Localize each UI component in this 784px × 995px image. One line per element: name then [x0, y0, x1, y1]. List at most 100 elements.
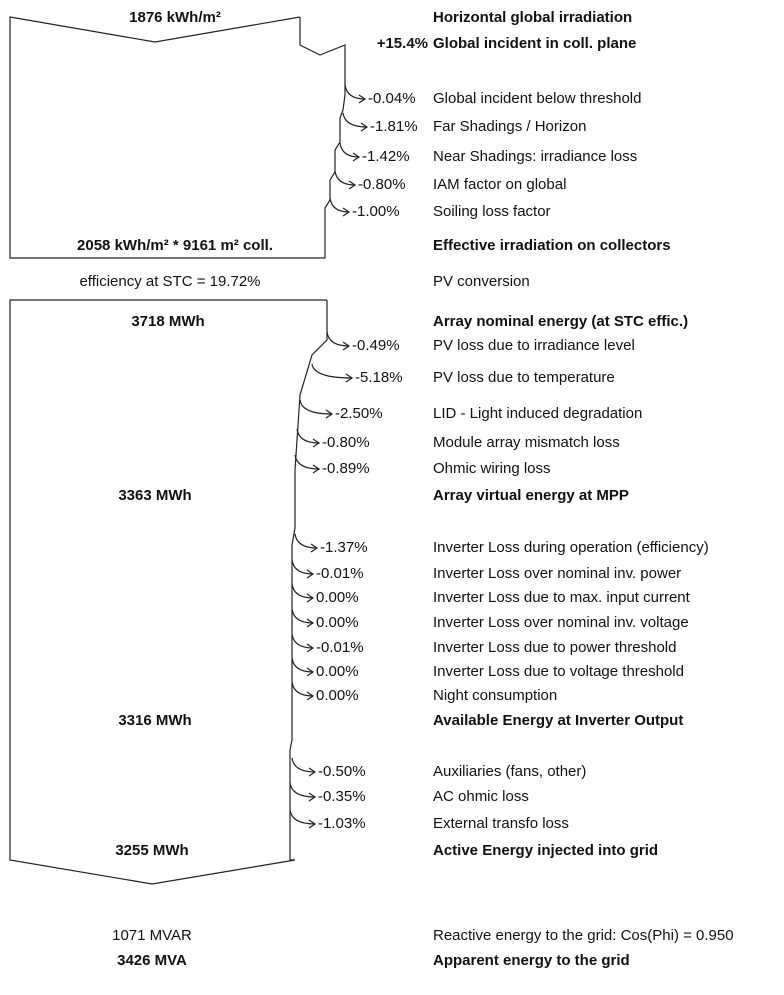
row-value: -0.49% [352, 337, 400, 354]
row-label: LID - Light induced degradation [433, 405, 642, 422]
row-value: +15.4% [377, 35, 428, 52]
row-label: Array virtual energy at MPP [433, 487, 629, 504]
row-value: -1.03% [318, 815, 366, 832]
loss-arrow [291, 559, 314, 575]
row-label: External transfo loss [433, 815, 569, 832]
loss-arrow [291, 608, 314, 624]
arrow-head [352, 152, 361, 162]
arrow-head [306, 593, 315, 603]
row-value: -0.04% [368, 90, 416, 107]
row-label: Far Shadings / Horizon [433, 118, 586, 135]
row-label: Inverter Loss during operation (efficien… [433, 539, 709, 556]
energy-box [9, 299, 328, 885]
row-value: -0.80% [322, 434, 370, 451]
loss-arrow [311, 363, 353, 379]
row-value: -0.01% [316, 565, 364, 582]
row-label: Inverter Loss due to power threshold [433, 639, 676, 656]
loss-arrow [289, 782, 316, 798]
row-label: Night consumption [433, 687, 557, 704]
loss-arrow [291, 633, 314, 649]
loss-arrow [342, 112, 368, 128]
row-value: 1876 kWh/m² [129, 9, 221, 26]
row-value: -0.80% [358, 176, 406, 193]
row-label: Auxiliaries (fans, other) [433, 763, 586, 780]
row-label: Global incident in coll. plane [433, 35, 636, 52]
row-value: -0.89% [322, 460, 370, 477]
loss-arrow [291, 657, 314, 673]
row-value: efficiency at STC = 19.72% [79, 273, 260, 290]
loss-arrow [334, 170, 356, 186]
loss-arrow [299, 399, 333, 415]
arrow-head [325, 409, 334, 419]
row-value: 0.00% [316, 663, 359, 680]
row-value: 2058 kWh/m² * 9161 m² coll. [77, 237, 273, 254]
arrow-head [310, 543, 319, 553]
row-value: -1.00% [352, 203, 400, 220]
row-label: Active Energy injected into grid [433, 842, 658, 859]
loss-arrow [291, 757, 316, 773]
loss-arrow [339, 142, 360, 158]
loss-arrow [291, 583, 314, 599]
loss-arrow [294, 454, 320, 470]
arrow-head [358, 94, 367, 104]
arrow-head [308, 819, 317, 829]
row-value: 3316 MWh [118, 712, 191, 729]
row-value: -0.35% [318, 788, 366, 805]
row-label: Global incident below threshold [433, 90, 641, 107]
row-value: 3255 MWh [115, 842, 188, 859]
row-label: PV loss due to temperature [433, 369, 615, 386]
row-label: Horizontal global irradiation [433, 9, 632, 26]
arrow-head [342, 207, 351, 217]
row-value: -5.18% [355, 369, 403, 386]
row-value: 0.00% [316, 589, 359, 606]
row-label: Module array mismatch loss [433, 434, 620, 451]
row-label: Inverter Loss due to voltage threshold [433, 663, 684, 680]
row-value: 3426 MVA [117, 952, 187, 969]
row-value: 3363 MWh [118, 487, 191, 504]
arrow-head [306, 643, 315, 653]
row-label: Inverter Loss over nominal inv. power [433, 565, 681, 582]
loss-arrow [326, 331, 350, 347]
row-label: Near Shadings: irradiance loss [433, 148, 637, 165]
arrow-head [312, 438, 321, 448]
loss-arrow [294, 533, 318, 549]
loss-arrow [289, 809, 316, 825]
arrow-head [306, 667, 315, 677]
row-label: IAM factor on global [433, 176, 566, 193]
row-label: PV conversion [433, 273, 530, 290]
row-label: Ohmic wiring loss [433, 460, 551, 477]
row-value: 1071 MVAR [112, 927, 192, 944]
arrow-head [348, 180, 357, 190]
arrow-head [345, 373, 354, 383]
loss-arrow [329, 197, 350, 213]
arrow-head [312, 464, 321, 474]
arrow-head [308, 792, 317, 802]
row-label: Available Energy at Inverter Output [433, 712, 683, 729]
row-value: -0.01% [316, 639, 364, 656]
arrow-head [308, 767, 317, 777]
row-value: 3718 MWh [131, 313, 204, 330]
loss-arrow [296, 428, 320, 444]
row-label: AC ohmic loss [433, 788, 529, 805]
row-value: -1.42% [362, 148, 410, 165]
arrow-head [342, 341, 351, 351]
arrow-head [306, 569, 315, 579]
row-value: -2.50% [335, 405, 383, 422]
row-label: Array nominal energy (at STC effic.) [433, 313, 688, 330]
row-label: Soiling loss factor [433, 203, 551, 220]
loss-arrow [344, 84, 366, 100]
row-label: Apparent energy to the grid [433, 952, 630, 969]
arrow-head [306, 618, 315, 628]
row-label: Inverter Loss over nominal inv. voltage [433, 614, 689, 631]
row-value: -1.81% [370, 118, 418, 135]
row-value: -0.50% [318, 763, 366, 780]
loss-arrow [291, 681, 314, 697]
row-value: 0.00% [316, 614, 359, 631]
row-value: -1.37% [320, 539, 368, 556]
row-label: Reactive energy to the grid: Cos(Phi) = … [433, 927, 734, 944]
row-label: Effective irradiation on collectors [433, 237, 671, 254]
row-value: 0.00% [316, 687, 359, 704]
arrow-head [306, 691, 315, 701]
arrow-head [360, 122, 369, 132]
